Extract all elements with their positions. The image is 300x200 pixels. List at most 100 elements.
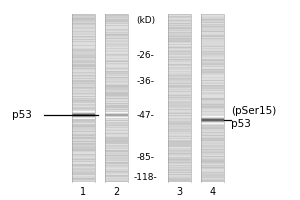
Bar (105, 86, 128, 87)
Bar (105, 177, 128, 178)
Bar (168, 169, 190, 170)
Bar (168, 148, 190, 149)
Bar (168, 56, 190, 57)
Bar (72, 121, 94, 122)
Bar (105, 148, 128, 149)
Bar (168, 26, 190, 27)
Bar (201, 176, 224, 177)
Bar (72, 75, 94, 76)
Bar (168, 113, 190, 114)
Bar (105, 85, 128, 86)
Bar (168, 108, 190, 109)
Bar (72, 106, 94, 107)
Bar (201, 99, 224, 100)
Bar (201, 38, 224, 39)
Bar (105, 92, 128, 93)
Bar (105, 65, 128, 66)
Bar (105, 166, 128, 167)
Bar (105, 153, 128, 154)
Bar (168, 95, 190, 96)
Bar (72, 157, 94, 158)
Bar (72, 55, 94, 56)
Bar (105, 142, 128, 143)
Bar (201, 149, 224, 150)
Bar (72, 73, 94, 74)
Bar (105, 52, 128, 53)
Bar (201, 22, 224, 23)
Bar (105, 29, 128, 30)
Bar (201, 70, 224, 71)
Bar (201, 80, 224, 81)
Bar (72, 174, 94, 175)
Bar (72, 100, 94, 101)
Bar (201, 135, 224, 136)
Bar (105, 32, 128, 33)
Bar (105, 27, 128, 28)
Bar (105, 31, 128, 32)
Bar (105, 128, 128, 129)
Bar (201, 30, 224, 31)
Bar (105, 167, 128, 168)
Bar (201, 29, 224, 30)
Bar (201, 108, 224, 109)
Bar (105, 110, 128, 111)
Bar (201, 24, 224, 25)
Bar (72, 92, 94, 93)
Bar (105, 164, 128, 165)
Bar (201, 78, 224, 79)
Bar (201, 161, 224, 162)
Bar (72, 74, 94, 75)
Bar (105, 109, 128, 110)
Bar (105, 35, 128, 36)
Bar (168, 147, 190, 148)
Bar (201, 26, 224, 27)
Bar (168, 146, 190, 147)
Text: 2: 2 (113, 187, 119, 197)
Bar (105, 26, 128, 27)
Bar (105, 121, 128, 122)
Bar (201, 144, 224, 145)
Bar (72, 127, 94, 128)
Bar (168, 42, 190, 43)
Bar (201, 33, 224, 34)
Bar (201, 79, 224, 80)
Bar (72, 25, 94, 26)
Bar (201, 25, 224, 26)
Bar (201, 43, 224, 44)
Bar (201, 106, 224, 107)
Bar (105, 40, 128, 41)
Bar (72, 30, 94, 31)
Bar (72, 107, 94, 108)
Bar (201, 71, 224, 72)
Bar (168, 94, 190, 95)
Bar (168, 41, 190, 42)
Bar (72, 169, 94, 170)
Bar (201, 155, 224, 156)
Bar (105, 57, 128, 58)
Bar (105, 56, 128, 57)
Bar (168, 121, 190, 122)
Bar (72, 144, 94, 145)
Bar (105, 150, 128, 151)
Bar (201, 54, 224, 55)
Bar (201, 180, 224, 181)
Bar (168, 160, 190, 161)
Bar (105, 129, 128, 130)
Bar (105, 137, 128, 138)
Bar (105, 98, 128, 99)
Bar (168, 73, 190, 74)
Bar (168, 125, 190, 126)
Bar (72, 64, 94, 65)
Bar (72, 76, 94, 77)
Bar (201, 104, 224, 105)
Bar (105, 44, 128, 45)
Bar (201, 136, 224, 137)
Bar (72, 112, 94, 113)
Bar (168, 142, 190, 143)
Bar (105, 83, 128, 84)
Bar (105, 84, 128, 85)
Bar (201, 39, 224, 40)
Bar (72, 87, 94, 88)
Bar (201, 93, 224, 94)
Bar (201, 109, 224, 110)
